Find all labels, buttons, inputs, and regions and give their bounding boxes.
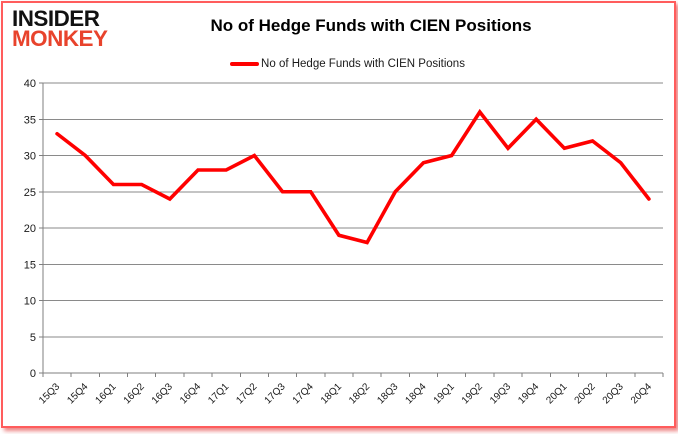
series-line: [55, 108, 651, 245]
x-tick-label: 16Q4: [178, 381, 203, 406]
logo-line2: MONKEY: [12, 26, 108, 52]
x-tick-label: 15Q4: [65, 381, 90, 406]
x-tick-label: 16Q1: [93, 381, 118, 406]
chart-card: INSIDER MONKEY No of Hedge Funds with CI…: [1, 1, 676, 428]
y-tick-label: 10: [24, 296, 36, 308]
x-tick-label: 20Q1: [544, 381, 569, 406]
x-tick-label: 20Q2: [573, 381, 598, 406]
line-chart: 0 5 10 15 20 25 30 35 40 15Q3 15Q4 16Q1 16Q2 16Q3 16Q4…: [24, 78, 664, 406]
y-tick-label: 25: [24, 187, 36, 199]
x-tick-label: 18Q4: [403, 381, 428, 406]
logo-line1: INSIDER: [12, 6, 100, 31]
y-tick-label: 0: [30, 368, 36, 380]
x-tick-label: 20Q3: [601, 381, 626, 406]
legend: No of Hedge Funds with CIEN Positions: [12, 58, 678, 70]
x-tick-label: 20Q4: [629, 381, 654, 406]
x-tick-label: 17Q2: [234, 381, 259, 406]
x-tick-label: 18Q3: [375, 381, 400, 406]
x-tick-label: 16Q3: [150, 381, 175, 406]
y-tick-label: 15: [24, 259, 36, 271]
y-tick-label: 30: [24, 151, 36, 163]
x-tick-label: 19Q2: [460, 381, 485, 406]
legend-label: No of Hedge Funds with CIEN Positions: [261, 58, 465, 70]
x-tick-label: 15Q3: [37, 381, 62, 406]
y-tick-label: 40: [24, 78, 36, 90]
y-tick-label: 20: [24, 223, 36, 235]
x-tick-label: 17Q4: [291, 381, 316, 406]
x-tick-label: 16Q2: [122, 381, 147, 406]
y-tick-label: 5: [30, 332, 36, 344]
x-tick-label: 19Q1: [432, 381, 457, 406]
x-tick-label: 17Q3: [263, 381, 288, 406]
x-tick-label: 18Q2: [347, 381, 372, 406]
x-tick-label: 18Q1: [319, 381, 344, 406]
x-tick-label: 19Q4: [516, 381, 541, 406]
insider-monkey-logo: INSIDER MONKEY: [12, 6, 108, 52]
chart-title: No of Hedge Funds with CIEN Positions: [210, 16, 532, 35]
y-tick-label: 35: [24, 114, 36, 126]
x-tick-label: 19Q3: [488, 381, 513, 406]
legend-line-swatch: [230, 62, 260, 66]
x-tick-label: 17Q1: [206, 381, 231, 406]
